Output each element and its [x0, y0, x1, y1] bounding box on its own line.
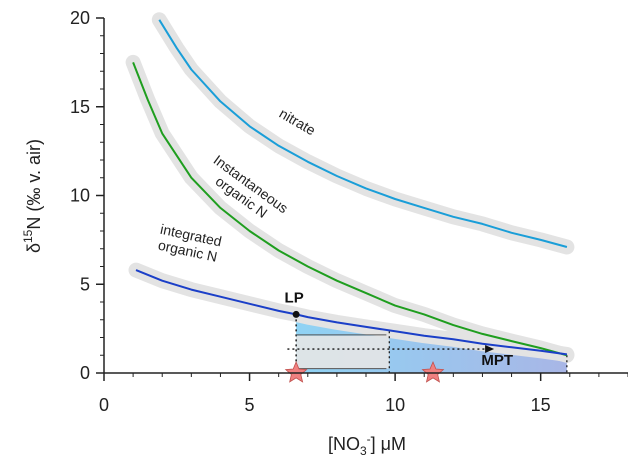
axes: 0 5 10 15 0 5 10 15 20: [70, 8, 628, 415]
guide-lines: [287, 314, 568, 373]
series-line-integrated-organic-n: [135, 269, 568, 356]
star-marker-2: [421, 360, 445, 383]
y-axis-ticks: 0 5 10 15 20: [70, 8, 104, 383]
y-tick-label-10: 10: [70, 186, 90, 206]
x-axis-title: [NO3-] μM: [328, 432, 406, 458]
x-tick-label-5: 5: [245, 395, 255, 415]
x-tick-label-10: 10: [385, 395, 405, 415]
lp-label: LP: [285, 289, 304, 306]
y-tick-label-15: 15: [70, 97, 90, 117]
band-instantaneous-organic-n: [125, 54, 575, 363]
x-tick-label-0: 0: [99, 395, 109, 415]
y-tick-label-0: 0: [80, 363, 90, 383]
series-label-instantaneous-organic-n: Instantaneousorganic N: [201, 152, 291, 230]
uncertainty-bands: [125, 12, 575, 363]
y-axis-title: δ15N (‰ v. air): [21, 139, 44, 253]
lp-point: [292, 310, 300, 318]
series-label-integrated-organic-n: integratedorganic N: [156, 221, 224, 265]
x-tick-label-15: 15: [531, 395, 551, 415]
x-axis-ticks: 0 5 10 15: [99, 373, 628, 415]
mpt-label: MPT: [481, 352, 513, 369]
y-tick-label-20: 20: [70, 8, 90, 28]
mpt-arrowhead: [485, 345, 495, 354]
series-lines: [132, 19, 568, 357]
lp-gray-box: [296, 335, 390, 369]
series-line-instantaneous-organic-n: [132, 62, 568, 357]
markers: [284, 310, 445, 383]
series-label-nitrate: nitrate: [277, 105, 319, 138]
series-line-nitrate: [158, 19, 568, 248]
y-tick-label-5: 5: [80, 274, 90, 294]
star-marker-1: [284, 360, 308, 383]
